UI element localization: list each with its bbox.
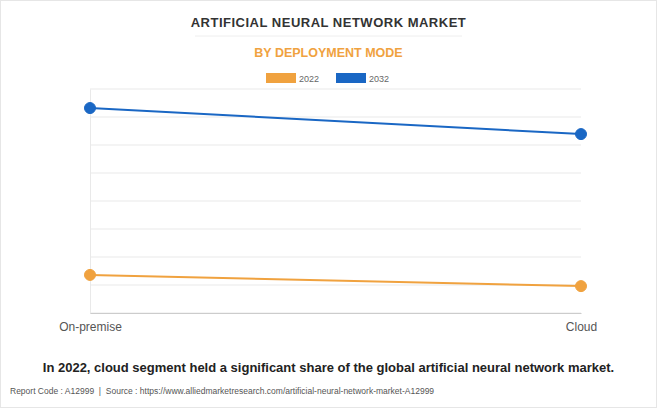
frame	[1, 1, 657, 408]
legend-swatch	[336, 73, 366, 83]
annotation: In 2022, cloud segment held a significan…	[43, 360, 614, 375]
grid-line	[90, 313, 581, 314]
title: ARTIFICIAL NEURAL NETWORK MARKET	[191, 15, 467, 30]
grid-line	[90, 145, 581, 146]
series-line	[90, 108, 581, 134]
subtitle: BY DEPLOYMENT MODE	[254, 46, 402, 60]
chart: ARTIFICIAL NEURAL NETWORK MARKET BY DEPLO…	[0, 0, 657, 408]
grid	[90, 89, 581, 313]
legend-label: 2032	[369, 74, 389, 84]
x-tick: Cloud	[566, 313, 597, 334]
legend-swatch	[266, 73, 296, 83]
grid-line	[90, 229, 581, 230]
point-marker	[85, 103, 96, 114]
grid-line	[90, 89, 581, 90]
legend-label: 2022	[299, 74, 319, 84]
grid-line	[90, 201, 581, 202]
point-marker	[576, 281, 587, 292]
source: Report Code : A12999 | Source : https://…	[10, 386, 434, 396]
x-tick: On-premise	[59, 313, 122, 334]
point-marker	[576, 129, 587, 140]
series-line	[90, 275, 581, 286]
x-axis-line	[91, 313, 582, 314]
title-rule	[195, 36, 462, 37]
x-axis: On-premise Cloud	[59, 313, 597, 334]
x-tick-label: Cloud	[566, 320, 597, 334]
x-tick-label: On-premise	[59, 320, 122, 334]
grid-line	[90, 173, 581, 174]
grid-line	[90, 257, 581, 258]
grid-line	[90, 117, 581, 118]
legend: 2022 2032	[266, 73, 389, 84]
plot-area	[85, 103, 587, 292]
point-marker	[85, 269, 96, 280]
